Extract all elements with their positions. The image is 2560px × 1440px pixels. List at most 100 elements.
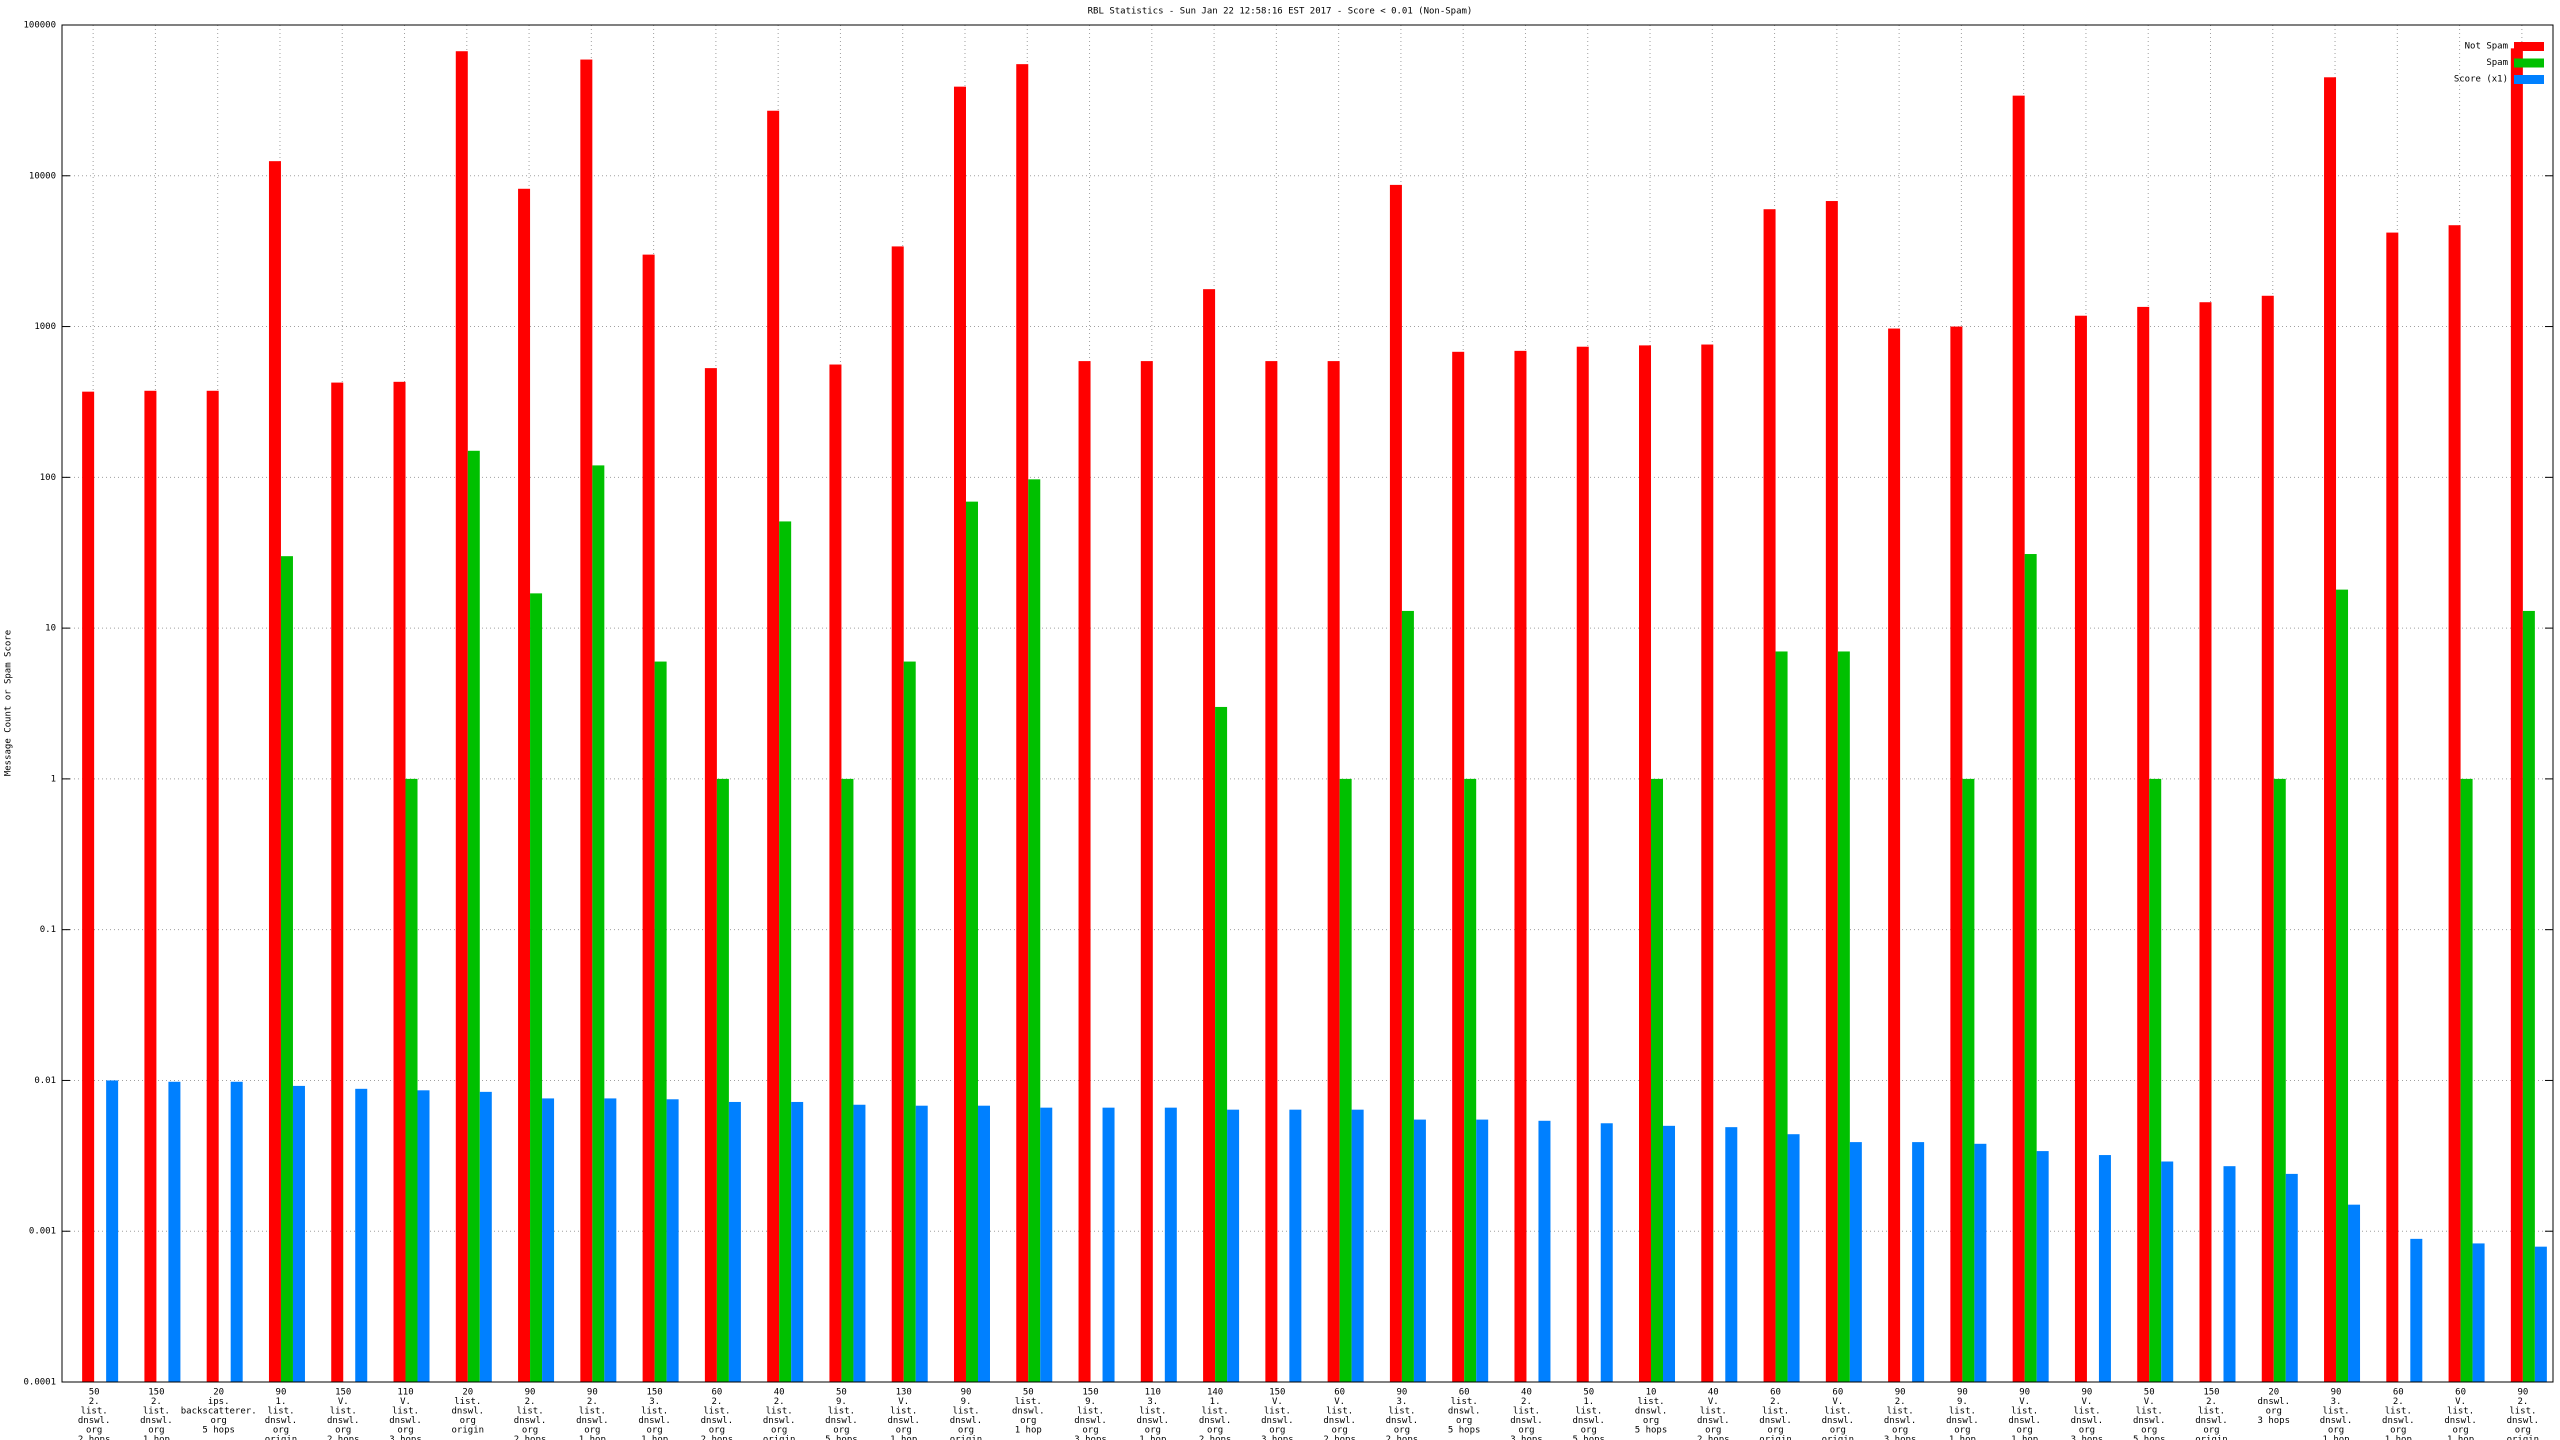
x-tick-label: V. (2455, 1397, 2466, 1407)
x-tick-label: backscatterer. (181, 1407, 257, 1417)
x-tick-label: 140 (1207, 1388, 1223, 1398)
x-tick-label: list. (1388, 1407, 1415, 1417)
bar (1028, 479, 1041, 1382)
x-tick-label: 1 hop (890, 1435, 917, 1440)
x-tick-label: dnswl. (265, 1416, 298, 1426)
x-tick-label: 3 hops (1510, 1435, 1543, 1440)
y-tick-label: 100000 (23, 21, 56, 31)
bar (2460, 778, 2473, 1382)
x-tick-label: 2. (1895, 1397, 1906, 1407)
bar (1576, 346, 1589, 1383)
x-tick-label: 60 (1832, 1388, 1843, 1398)
x-tick-label: 60 (2393, 1388, 2404, 1398)
bar (144, 390, 157, 1382)
bar (1102, 1107, 1115, 1382)
bar (230, 1081, 243, 1382)
x-tick-label: list. (2198, 1407, 2225, 1417)
bar (2149, 778, 2162, 1382)
x-tick-label: origin (1759, 1435, 1792, 1440)
bar (479, 1091, 492, 1382)
x-tick-label: org (335, 1426, 351, 1436)
x-tick-label: 3 hops (1261, 1435, 1294, 1440)
bar (779, 521, 792, 1382)
x-tick-label: list. (1887, 1407, 1914, 1417)
x-tick-label: 90 (587, 1388, 598, 1398)
x-tick-label: list. (267, 1407, 294, 1417)
y-axis-label: Message Count or Spam Score (4, 630, 14, 776)
x-tick-label: org (397, 1426, 413, 1436)
x-tick-label: dnswl. (2195, 1416, 2228, 1426)
x-tick-label: list. (641, 1407, 668, 1417)
x-tick-label: 2 hops (1199, 1435, 1232, 1440)
x-tick-label: V. (1708, 1397, 1719, 1407)
bar (542, 1098, 555, 1382)
x-tick-label: 10 (1646, 1388, 1657, 1398)
bar (292, 1085, 305, 1382)
x-tick-label: org (1020, 1416, 1036, 1426)
bar (666, 1099, 679, 1382)
x-tick-label: dnswl. (1697, 1416, 1730, 1426)
bar (2448, 225, 2461, 1382)
bar (1651, 778, 1664, 1382)
x-tick-label: 9. (1957, 1397, 1968, 1407)
bar (268, 161, 281, 1383)
x-tick-label: dnswl. (763, 1416, 796, 1426)
x-tick-label: origin (265, 1435, 298, 1440)
x-tick-label: 2. (1521, 1397, 1532, 1407)
x-tick-label: 90 (2019, 1388, 2030, 1398)
x-tick-label: 110 (1145, 1388, 1161, 1398)
x-tick-label: org (1954, 1426, 1970, 1436)
x-tick-label: 2 hops (327, 1435, 360, 1440)
bar (1040, 1107, 1053, 1382)
bar (1639, 345, 1652, 1382)
x-tick-label: 3 hops (389, 1435, 422, 1440)
x-tick-label: 2 hops (78, 1435, 111, 1440)
x-tick-label: 2. (587, 1397, 598, 1407)
x-tick-label: list. (454, 1397, 481, 1407)
x-tick-label: dnswl. (2382, 1416, 2415, 1426)
bar (1413, 1119, 1426, 1382)
bar (2285, 1173, 2298, 1382)
x-tick-label: ips. (208, 1397, 230, 1407)
x-tick-label: list. (766, 1407, 793, 1417)
x-tick-label: list. (952, 1407, 979, 1417)
x-tick-label: 50 (89, 1388, 100, 1398)
x-tick-label: list. (1575, 1407, 1602, 1417)
x-tick-label: org (86, 1426, 102, 1436)
x-tick-label: V. (898, 1397, 909, 1407)
x-tick-label: 2 hops (1697, 1435, 1730, 1440)
y-tick-label: 0.001 (29, 1227, 56, 1237)
x-tick-label: 90 (2082, 1388, 2093, 1398)
bar (417, 1090, 430, 1382)
x-tick-label: org (2266, 1407, 2282, 1417)
y-tick-label: 10 (45, 624, 56, 634)
bar (953, 86, 966, 1383)
x-tick-label: origin (452, 1426, 485, 1436)
bar (654, 661, 667, 1382)
x-tick-label: list. (2509, 1407, 2536, 1417)
bar (2386, 232, 2399, 1383)
x-tick-label: org (2203, 1426, 2219, 1436)
bar (2261, 295, 2274, 1382)
bar (2522, 610, 2535, 1382)
x-tick-label: org (833, 1426, 849, 1436)
x-tick-label: 90 (2517, 1388, 2528, 1398)
x-tick-label: org (2452, 1426, 2468, 1436)
x-tick-label: 2. (525, 1397, 536, 1407)
x-tick-label: 1 hop (1139, 1435, 1166, 1440)
x-tick-label: 60 (1770, 1388, 1781, 1398)
x-tick-label: dnswl. (2008, 1416, 2041, 1426)
bar (580, 59, 593, 1383)
bar (1215, 706, 1228, 1382)
bar (530, 593, 543, 1382)
x-tick-label: 3 hops (1074, 1435, 1107, 1440)
x-tick-label: list. (703, 1407, 730, 1417)
x-tick-label: 150 (646, 1388, 662, 1398)
bar (891, 246, 904, 1382)
x-tick-label: origin (950, 1435, 983, 1440)
x-tick-label: dnswl. (78, 1416, 111, 1426)
legend-label: Not Spam (2465, 42, 2508, 52)
bar (1701, 344, 1714, 1382)
bar (592, 465, 605, 1383)
x-tick-label: dnswl. (1012, 1407, 1045, 1417)
